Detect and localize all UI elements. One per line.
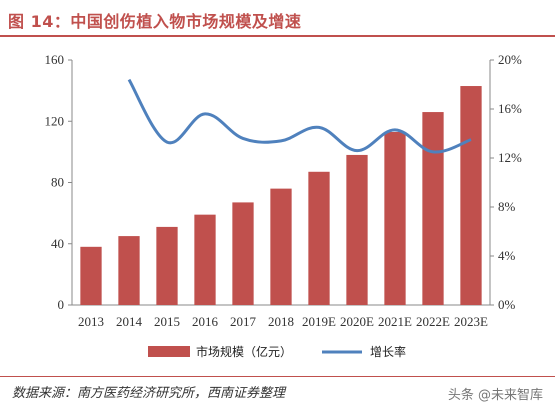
bar xyxy=(118,236,140,305)
bar xyxy=(156,226,178,305)
bar xyxy=(422,112,444,305)
y-right-tick-label: 16% xyxy=(498,101,522,116)
legend-line-label: 增长率 xyxy=(370,344,406,359)
growth-rate-line xyxy=(127,78,472,154)
x-tick-label: 2020E xyxy=(340,314,374,329)
watermark: 头条 @未来智库 xyxy=(447,388,543,403)
x-tick-label: 2013 xyxy=(78,314,104,329)
y-left-tick-label: 160 xyxy=(45,52,65,67)
x-tick-label: 2017 xyxy=(230,314,257,329)
bar xyxy=(346,154,368,305)
source-note: 数据来源：南方医药经济研究所，西南证券整理 xyxy=(12,386,286,401)
bar xyxy=(270,188,292,305)
chart-title: 图 14：中国创伤植入物市场规模及增速 xyxy=(8,12,302,31)
y-right-tick-label: 0% xyxy=(498,297,516,312)
legend-bar-label: 市场规模（亿元） xyxy=(196,344,292,359)
y-right-tick-label: 20% xyxy=(498,52,522,67)
footer-divider xyxy=(0,376,555,377)
x-tick-label: 2015 xyxy=(154,314,180,329)
x-tick-label: 2019E xyxy=(302,314,336,329)
x-tick-label: 2016 xyxy=(192,314,219,329)
y-left-tick-label: 0 xyxy=(58,297,65,312)
bar xyxy=(460,86,482,305)
y-left-tick-label: 80 xyxy=(51,175,64,190)
legend-bar-swatch xyxy=(148,346,190,357)
bar xyxy=(80,246,102,305)
y-right-tick-label: 12% xyxy=(498,150,522,165)
y-left-tick-label: 40 xyxy=(51,236,64,251)
y-right-tick-label: 8% xyxy=(498,199,516,214)
bar xyxy=(232,202,254,305)
x-tick-label: 2021E xyxy=(378,314,412,329)
title-divider xyxy=(0,35,555,37)
bar xyxy=(308,171,330,305)
x-tick-label: 2023E xyxy=(454,314,488,329)
x-tick-label: 2014 xyxy=(116,314,143,329)
x-tick-label: 2022E xyxy=(416,314,450,329)
y-left-tick-label: 120 xyxy=(45,113,65,128)
y-right-tick-label: 4% xyxy=(498,248,516,263)
bar xyxy=(194,214,216,305)
combo-chart: 0 40 80 120 160 0% 4% 8% 12% 16% 20% 2013 2014 2015 20… xyxy=(45,52,523,359)
bar xyxy=(384,131,406,305)
x-tick-label: 2018 xyxy=(268,314,294,329)
